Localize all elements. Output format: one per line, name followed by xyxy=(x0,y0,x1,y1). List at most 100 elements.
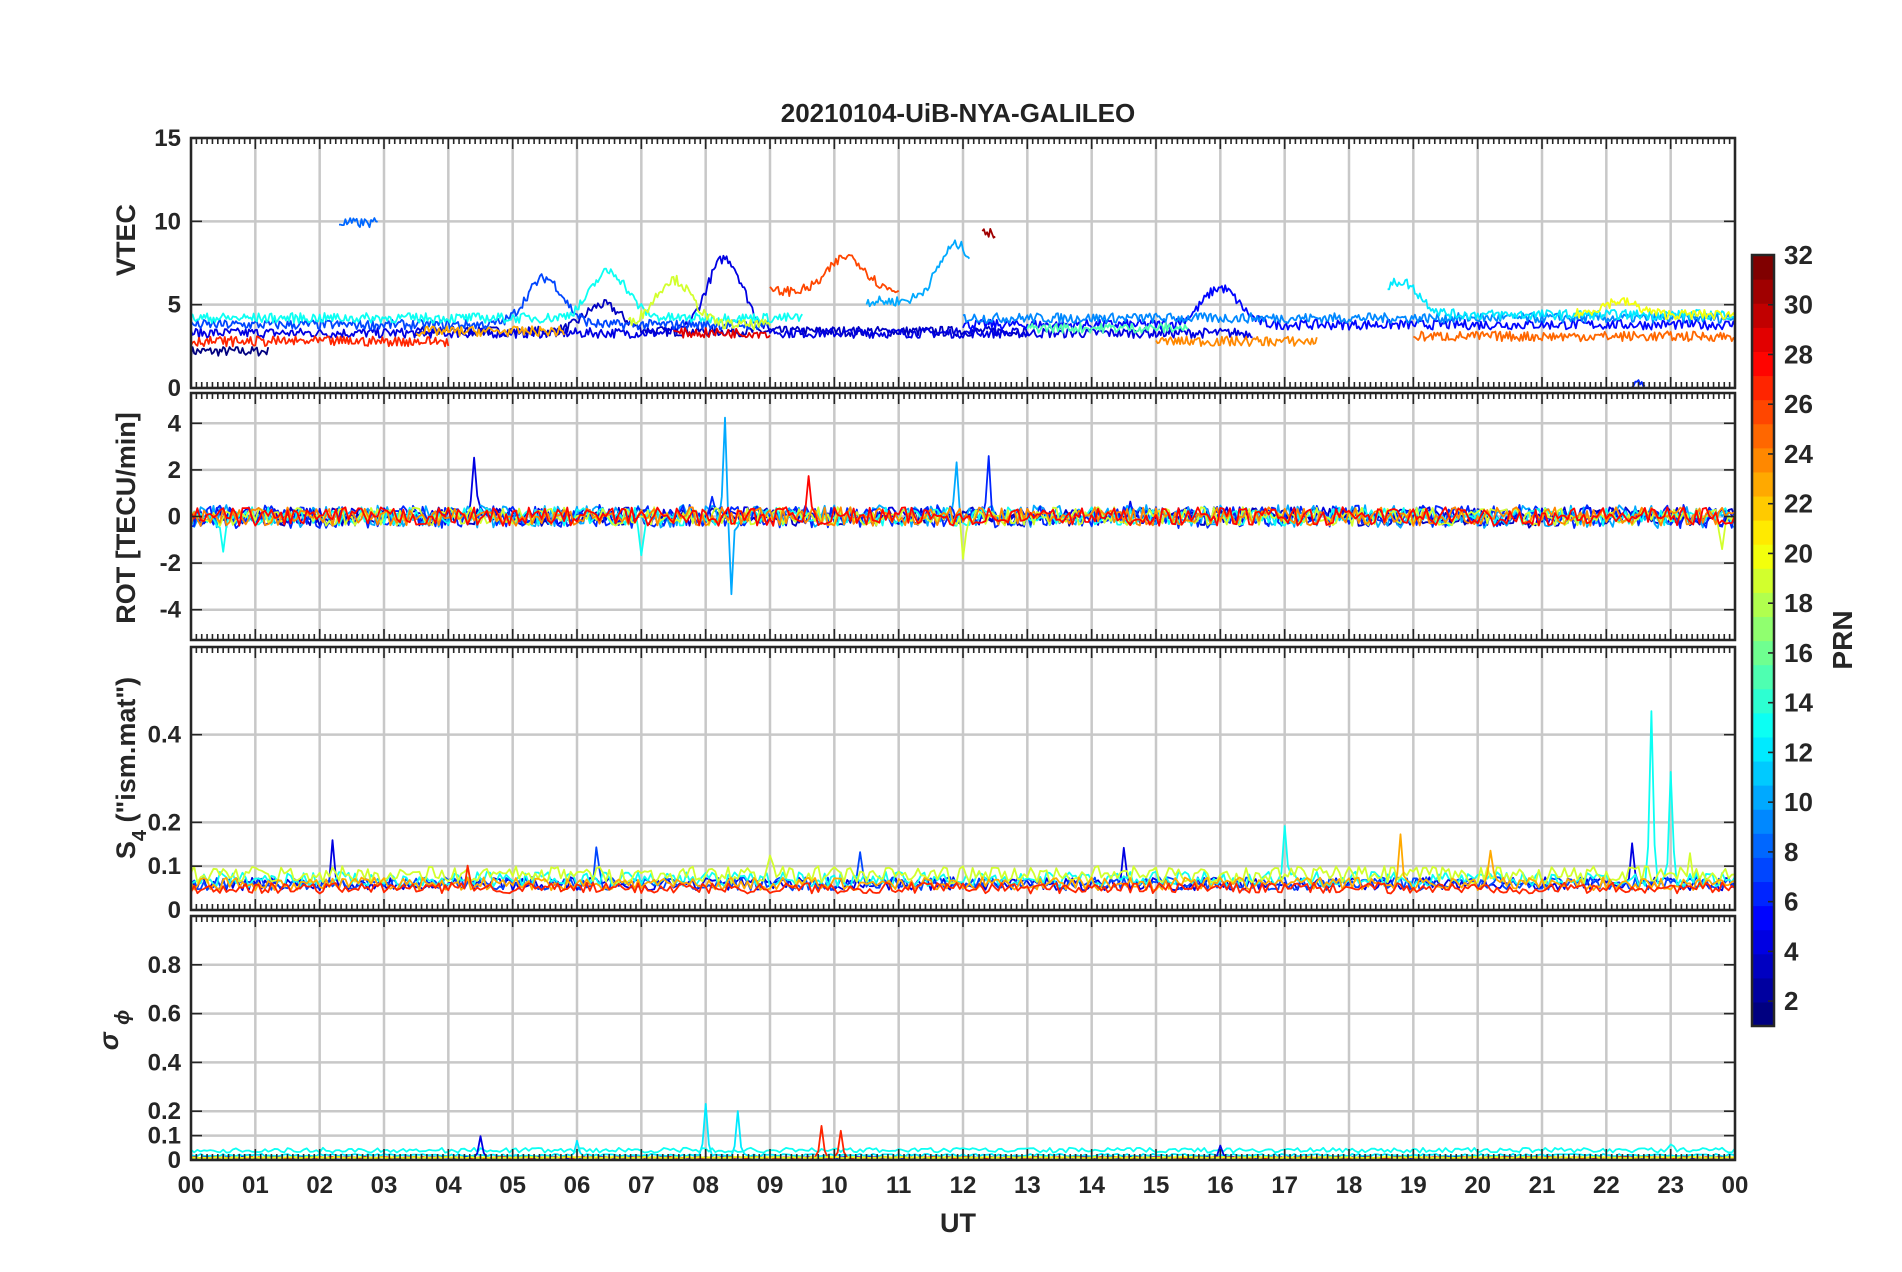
series-prn-12 xyxy=(1387,277,1736,321)
series-prn-28 xyxy=(190,475,1736,527)
colorbar-tick-label: 24 xyxy=(1784,439,1813,469)
x-tick-label: 02 xyxy=(306,1172,333,1199)
colorbar-tick-label: 12 xyxy=(1784,737,1813,767)
x-tick-label: 10 xyxy=(821,1172,848,1199)
y-tick-label: 0 xyxy=(168,504,181,531)
colorbar-tick-label: 10 xyxy=(1784,787,1813,817)
colorbar-step xyxy=(1752,616,1774,642)
series-prn-9 xyxy=(962,312,1736,324)
colorbar-step xyxy=(1752,447,1774,473)
series-prn-10 xyxy=(190,416,1736,596)
colorbar-tick-label: 8 xyxy=(1784,837,1798,867)
series-prn-8 xyxy=(339,217,378,229)
x-axis-ticks: 00 01 02 03 04 05 06 07 08 09 10 11 12 13 14 15 16 17 18 19… xyxy=(178,1172,1749,1199)
colorbar-step xyxy=(1752,303,1774,328)
x-tick-label: 17 xyxy=(1271,1172,1298,1199)
colorbar-step xyxy=(1752,327,1774,352)
series-prn-4 xyxy=(190,254,1253,339)
x-tick-label: 23 xyxy=(1657,1172,1684,1199)
series-prn-19 xyxy=(190,852,1736,885)
x-tick-label: 11 xyxy=(886,1172,911,1199)
series-prn-27 xyxy=(190,335,450,348)
colorbar-step xyxy=(1752,375,1774,401)
series-prn-19 xyxy=(627,274,771,331)
y-tick-label: 10 xyxy=(154,208,181,235)
colorbar-tick-label: 14 xyxy=(1784,688,1813,718)
x-tick-label: 06 xyxy=(564,1172,591,1199)
x-tick-label: 07 xyxy=(628,1172,655,1199)
x-tick-label: 14 xyxy=(1078,1172,1105,1199)
x-tick-label: 08 xyxy=(692,1172,719,1199)
series-prn-25 xyxy=(1412,330,1736,343)
colorbar-tick-label: 22 xyxy=(1784,489,1813,519)
colorbar-step xyxy=(1752,881,1774,907)
colorbar-step xyxy=(1752,495,1774,521)
x-tick-label: 03 xyxy=(371,1172,398,1199)
series-prn-29 xyxy=(673,327,771,339)
colorbar-tick-label: 18 xyxy=(1784,588,1813,618)
colorbar-step xyxy=(1752,785,1774,810)
x-tick-label: 00 xyxy=(1722,1172,1749,1199)
y-tick-label: 0 xyxy=(168,1147,181,1174)
panel-vtec: 0 5 10 15 VTEC xyxy=(111,125,1737,402)
colorbar-step xyxy=(1752,592,1774,617)
colorbar-step xyxy=(1752,640,1774,666)
x-tick-label: 18 xyxy=(1336,1172,1363,1199)
colorbar-step xyxy=(1752,544,1774,569)
x-tick-label: 01 xyxy=(242,1172,269,1199)
colorbar-step xyxy=(1752,351,1774,377)
ylabel-s4: S4 ("ism.mat") xyxy=(111,677,151,859)
ylabel-vtec: VTEC xyxy=(111,204,141,276)
colorbar-step xyxy=(1752,423,1774,449)
colorbar-step xyxy=(1752,760,1774,786)
y-tick-label: 0 xyxy=(168,375,181,402)
series-prn-20 xyxy=(1574,297,1736,321)
y-tick-label: 0.4 xyxy=(148,1049,182,1076)
y-tick-label: 0.4 xyxy=(148,722,182,749)
y-tick-label: 0.8 xyxy=(148,952,181,979)
series-prn-15 xyxy=(1026,322,1189,334)
x-tick-label: 22 xyxy=(1593,1172,1620,1199)
series-prn-13 xyxy=(190,267,803,324)
colorbar-tick-label: 26 xyxy=(1784,389,1813,419)
x-tick-label: 13 xyxy=(1014,1172,1041,1199)
y-tick-label: 5 xyxy=(168,292,181,319)
colorbar-tick-label: 30 xyxy=(1784,290,1813,320)
x-tick-label: 00 xyxy=(178,1172,205,1199)
colorbar-step xyxy=(1752,833,1774,858)
y-tick-label: 2 xyxy=(168,457,181,484)
series-prn-24 xyxy=(190,506,1736,527)
colorbar-tick-label: 28 xyxy=(1784,339,1813,369)
x-tick-label: 04 xyxy=(435,1172,462,1199)
colorbar-step xyxy=(1752,929,1774,955)
x-axis-label: UT xyxy=(940,1208,976,1238)
colorbar-step xyxy=(1752,857,1774,883)
colorbar-step xyxy=(1752,809,1774,834)
colorbar-step xyxy=(1752,255,1774,280)
chart-title: 20210104-UiB-NYA-GALILEO xyxy=(781,98,1136,128)
colorbar-tick-label: 4 xyxy=(1784,936,1799,966)
x-tick-label: 05 xyxy=(499,1172,526,1199)
colorbar-step xyxy=(1752,399,1774,425)
colorbar-step xyxy=(1752,520,1774,545)
series-prn-24 xyxy=(1155,335,1318,348)
colorbar-step xyxy=(1752,664,1774,690)
series-prn-27 xyxy=(190,864,1736,895)
y-tick-label: 0.1 xyxy=(148,853,181,880)
colorbar-tick-label: 32 xyxy=(1784,240,1813,270)
colorbar-step xyxy=(1752,736,1774,762)
y-tick-label: 0.1 xyxy=(148,1123,181,1150)
colorbar-step xyxy=(1752,471,1774,497)
panel-s4: 0 0.1 0.2 0.4 S4 ("ism.mat") xyxy=(111,645,1737,924)
colorbar-label: PRN xyxy=(1827,610,1858,669)
x-tick-label: 16 xyxy=(1207,1172,1234,1199)
series-prn-13 xyxy=(190,710,1736,888)
colorbar-tick-label: 20 xyxy=(1784,538,1813,568)
colorbar-step xyxy=(1752,688,1774,714)
panel-rot: -4 -2 0 2 4 ROT [TECU/min] xyxy=(111,391,1737,642)
panel-sigma-phi: 00.10.2 0.4 0.6 0.8 σ ϕ xyxy=(94,914,1737,1174)
y-tick-label: 0 xyxy=(168,897,181,924)
series-prn-10 xyxy=(865,239,971,308)
series-prn-23 xyxy=(415,325,565,338)
